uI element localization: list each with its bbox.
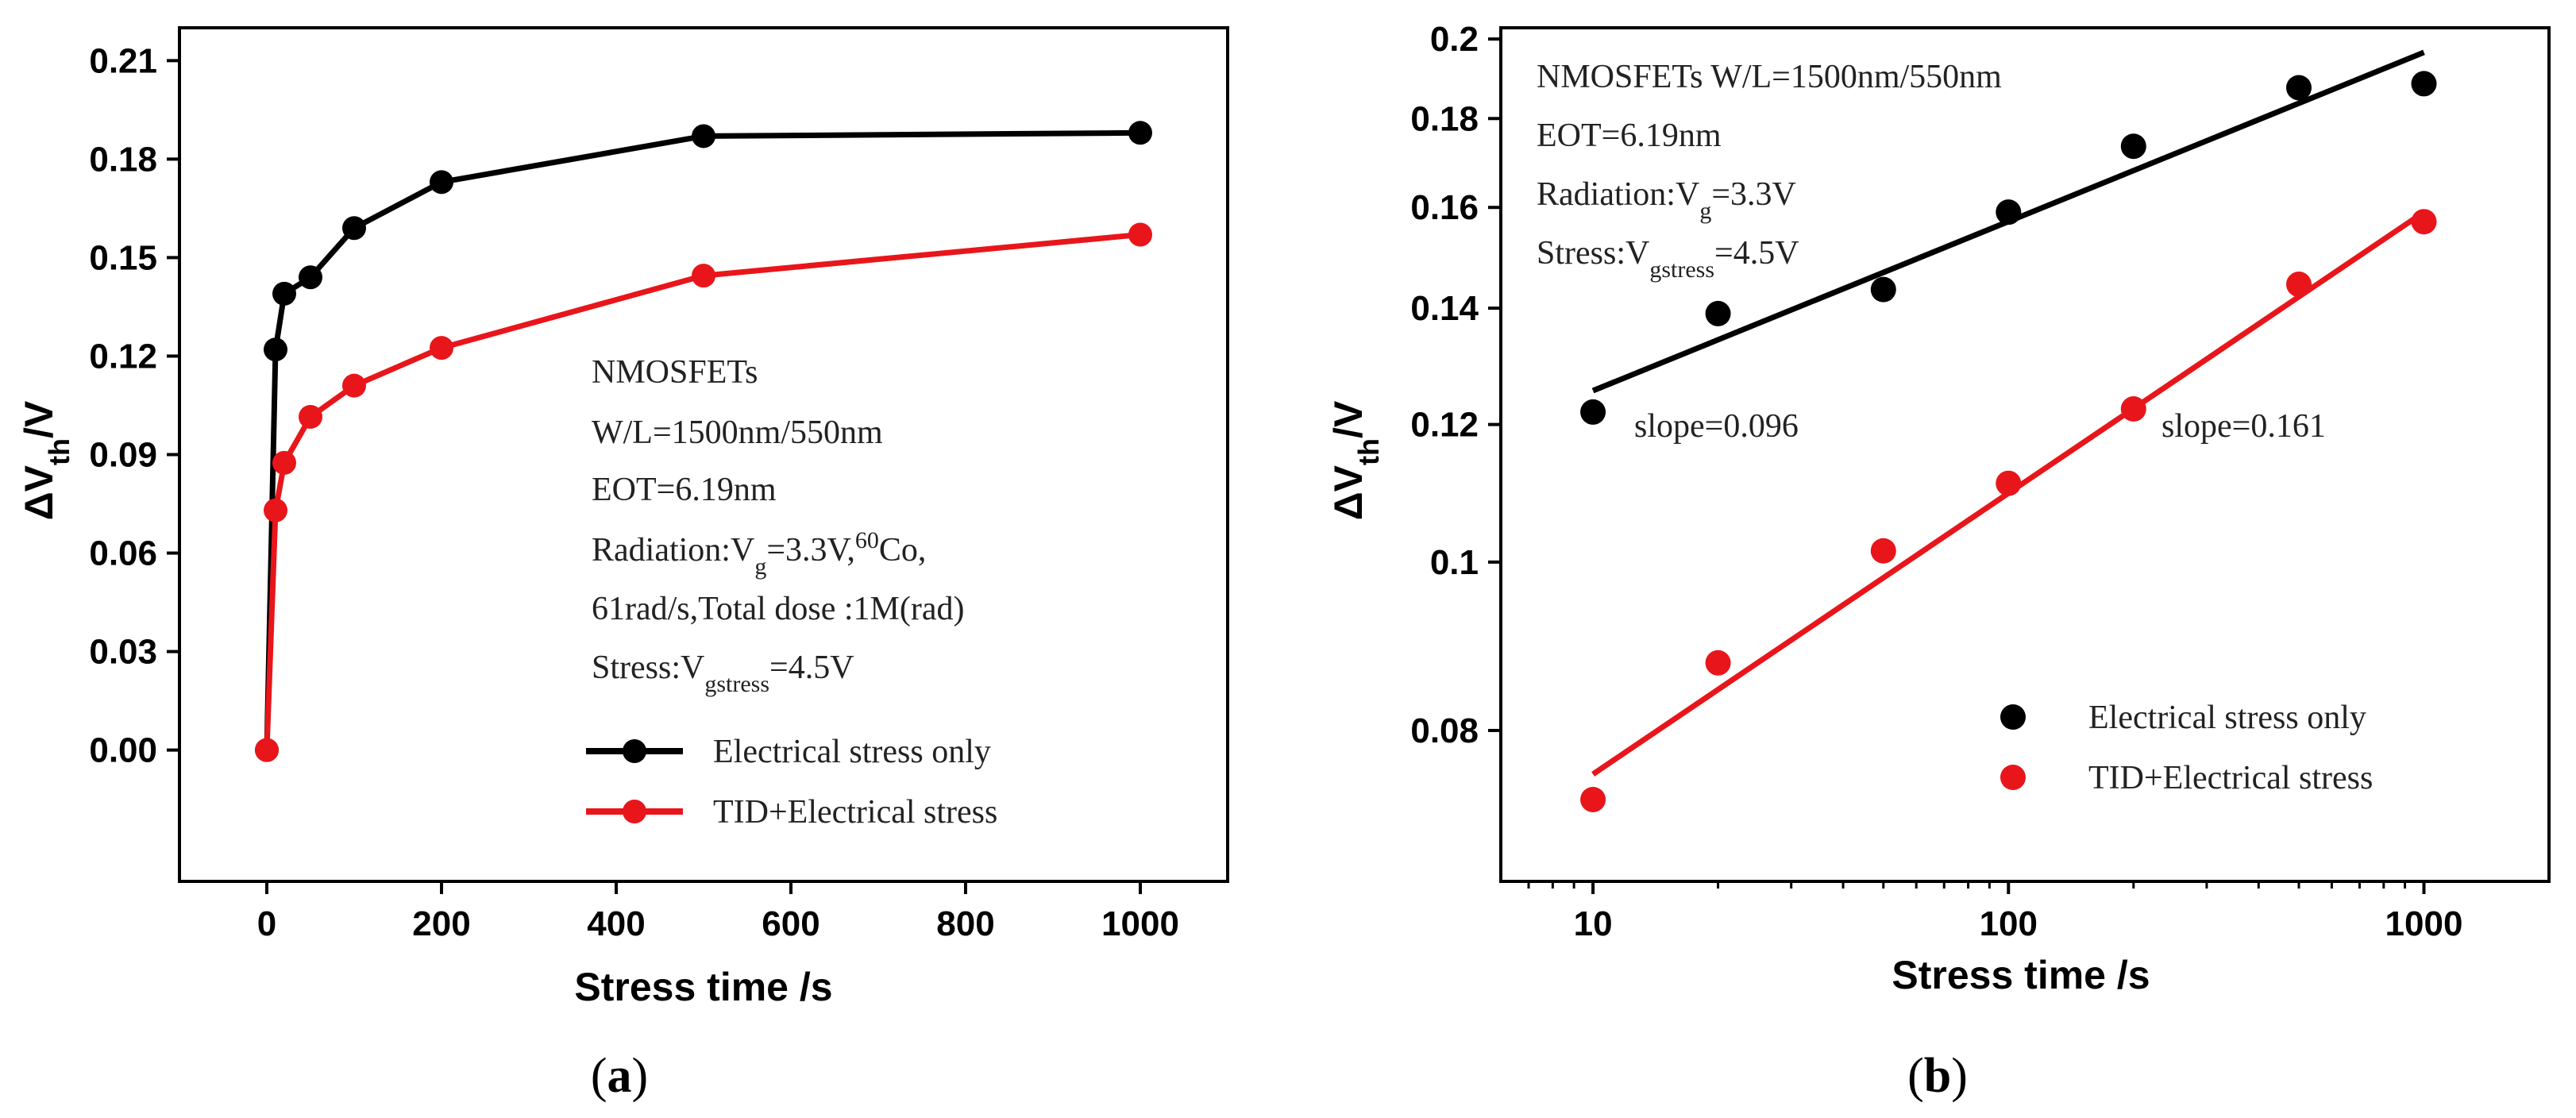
- svg-text:Stress:Vgstress=4.5V: Stress:Vgstress=4.5V: [592, 650, 854, 697]
- svg-text:Electrical stress only: Electrical stress only: [2088, 700, 2366, 736]
- panel-a-annotation: NMOSFETs W/L=1500nm/550nm EOT=6.19nm Rad…: [592, 354, 964, 697]
- data-point: [2285, 272, 2312, 298]
- svg-text:NMOSFETs: NMOSFETs: [592, 354, 758, 391]
- data-point: [1705, 650, 1731, 676]
- y-tick-label: 0.16: [1410, 188, 1479, 227]
- legend-item-electrical-stress-only: Electrical stress only: [586, 734, 991, 770]
- data-point: [264, 498, 287, 522]
- svg-text:Stress:Vgstress=4.5V: Stress:Vgstress=4.5V: [1537, 235, 1799, 283]
- x-tick-label: 1000: [2385, 904, 2463, 943]
- y-tick-label: 0.15: [89, 238, 157, 277]
- data-point: [2411, 71, 2437, 97]
- panel-a-ticks: 0 200 400 600 800 1000 0.00 0.03 0.06 0.09 0.12 0.1…: [89, 41, 1179, 943]
- y-tick-label: 0.2: [1430, 20, 1479, 59]
- y-tick-label: 0.18: [89, 140, 157, 179]
- panel-a-caption: (a): [591, 1049, 648, 1103]
- series-electrical-stress-only: [255, 121, 1152, 762]
- y-tick-label: 0.09: [89, 436, 157, 475]
- data-point: [2120, 133, 2146, 160]
- svg-text:61rad/s,Total dose :1M(rad): 61rad/s,Total dose :1M(rad): [592, 591, 964, 627]
- data-point: [264, 337, 287, 362]
- svg-text:EOT=6.19nm: EOT=6.19nm: [1537, 118, 1722, 154]
- svg-text:TID+Electrical stress: TID+Electrical stress: [713, 794, 997, 831]
- y-tick-label: 0.03: [89, 633, 157, 672]
- data-point: [1870, 538, 1896, 564]
- svg-text:Radiation:Vg=3.3V,60Co,: Radiation:Vg=3.3V,60Co,: [592, 527, 926, 580]
- data-point: [430, 336, 453, 360]
- data-point: [1580, 786, 1606, 812]
- x-tick-label: 1000: [1101, 904, 1179, 943]
- svg-text:EOT=6.19nm: EOT=6.19nm: [592, 472, 777, 508]
- legend-item-electrical-stress-only: Electrical stress only: [2000, 700, 2366, 736]
- svg-text:W/L=1500nm/550nm: W/L=1500nm/550nm: [592, 414, 883, 451]
- data-point: [299, 265, 322, 290]
- y-tick-label: 0.18: [1410, 99, 1479, 138]
- data-point: [299, 404, 322, 429]
- x-tick-label: 100: [1980, 904, 2038, 943]
- series-tid-electrical-stress: [255, 222, 1152, 762]
- panel-b-frame: [1499, 26, 2551, 883]
- x-tick-label: 600: [762, 904, 819, 943]
- y-tick-label: 0.00: [89, 731, 157, 770]
- data-point: [2285, 75, 2312, 101]
- panel-b-annotation: NMOSFETs W/L=1500nm/550nm EOT=6.19nm Rad…: [1537, 59, 2002, 283]
- panel-b-xlabel: Stress time /s: [1892, 953, 2150, 997]
- data-point: [2120, 396, 2146, 422]
- data-point: [1996, 199, 2022, 226]
- panel-b-ylabel: ΔVth/V: [1326, 400, 1385, 520]
- data-point: [1870, 276, 1896, 303]
- data-point: [342, 373, 366, 398]
- y-tick-label: 0.12: [89, 337, 157, 376]
- slope-label-black: slope=0.096: [1634, 408, 1799, 445]
- y-tick-label: 0.21: [89, 41, 157, 80]
- y-tick-label: 0.06: [89, 534, 157, 573]
- panel-a: 0 200 400 600 800 1000 0.00 0.03 0.06 0.09 0.12 0.1…: [17, 26, 1229, 1103]
- panel-b-ticks: 10 100 1000 0.08 0.1 0.12 0.14 0.16 0.18 0.2: [1410, 20, 2462, 943]
- series-tid-electrical-stress: [1580, 209, 2437, 812]
- svg-text:Radiation:Vg=3.3V: Radiation:Vg=3.3V: [1537, 176, 1796, 224]
- data-point: [1128, 222, 1152, 247]
- x-tick-label: 400: [587, 904, 645, 943]
- svg-text:Electrical stress only: Electrical stress only: [713, 734, 991, 770]
- data-point: [342, 216, 366, 241]
- panel-b-legend: Electrical stress only TID+Electrical st…: [2000, 700, 2373, 796]
- y-tick-label: 0.1: [1430, 543, 1479, 582]
- data-point: [430, 170, 453, 195]
- panel-b: 10 100 1000 0.08 0.1 0.12 0.14 0.16 0.18 0.2 ΔVth…: [1326, 20, 2551, 1103]
- y-tick-label: 0.14: [1410, 289, 1479, 328]
- slope-label-red: slope=0.161: [2161, 408, 2326, 445]
- y-tick-label: 0.12: [1410, 406, 1479, 445]
- data-point: [692, 124, 715, 148]
- data-point: [1128, 121, 1152, 145]
- panel-a-frame: [178, 26, 1229, 883]
- legend-item-tid-electrical-stress: TID+Electrical stress: [2000, 760, 2373, 796]
- data-point: [272, 450, 296, 475]
- data-point: [272, 281, 296, 306]
- panel-b-caption: (b): [1907, 1049, 1968, 1103]
- panel-a-xlabel: Stress time /s: [574, 965, 832, 1009]
- panel-a-ylabel: ΔVth/V: [17, 400, 75, 520]
- x-tick-label: 10: [1574, 904, 1613, 943]
- data-point: [1580, 399, 1606, 425]
- panel-b-series: [1580, 49, 2437, 812]
- data-point: [255, 738, 279, 762]
- legend-item-tid-electrical-stress: TID+Electrical stress: [586, 794, 997, 831]
- y-tick-label: 0.08: [1410, 711, 1479, 750]
- x-tick-label: 800: [936, 904, 994, 943]
- x-tick-label: 200: [412, 904, 470, 943]
- svg-text:TID+Electrical stress: TID+Electrical stress: [2088, 760, 2373, 796]
- data-point: [692, 264, 715, 288]
- svg-text:NMOSFETs W/L=1500nm/550nm: NMOSFETs W/L=1500nm/550nm: [1537, 59, 2002, 95]
- series-electrical-stress-only: [1580, 49, 2437, 425]
- panel-a-legend: Electrical stress only TID+Electrical st…: [586, 734, 997, 831]
- panel-a-series: [255, 121, 1152, 762]
- data-point: [1705, 300, 1731, 326]
- data-point: [2411, 209, 2437, 235]
- x-tick-label: 0: [257, 904, 276, 943]
- data-point: [1996, 470, 2022, 496]
